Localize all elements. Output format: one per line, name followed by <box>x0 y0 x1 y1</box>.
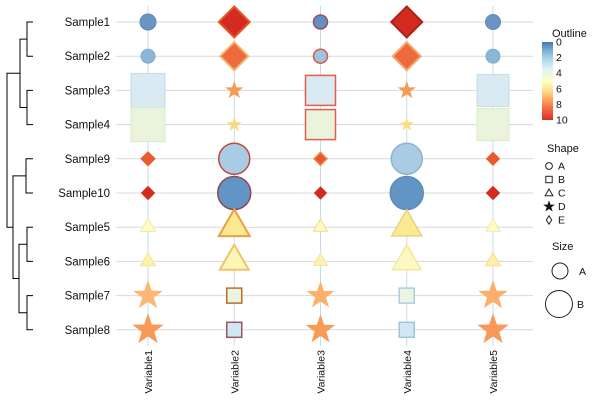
glyph-Sample10-Variable2 <box>217 175 252 211</box>
glyph-Sample2-Variable4 <box>391 40 423 72</box>
outline-tick-label: 0 <box>556 37 562 49</box>
dendrogram-link <box>26 21 33 57</box>
size-legend-circle <box>545 290 573 318</box>
glyph-Sample4-Variable5 <box>476 108 510 142</box>
glyph-Sample1-Variable4 <box>389 5 424 39</box>
glyph-Sample1-Variable5 <box>485 14 501 30</box>
glyph-Sample3-Variable4 <box>397 80 416 99</box>
glyph-Sample2-Variable3 <box>312 48 329 64</box>
shape-legend-label: C <box>558 188 566 200</box>
glyph-Sample8-Variable1 <box>132 313 164 344</box>
glyph-Sample2-Variable1 <box>140 48 156 64</box>
sample-label: Sample6 <box>65 256 110 268</box>
glyph-Sample5-Variable4 <box>390 208 424 237</box>
shape-legend-label: E <box>558 215 565 227</box>
variable-label: Variable4 <box>402 350 414 394</box>
glyph-Sample5-Variable1 <box>139 217 157 232</box>
diamond-icon <box>545 214 553 226</box>
glyph-Sample6-Variable1 <box>139 251 157 267</box>
glyph-Sample8-Variable3 <box>305 314 336 343</box>
glyph-Sample2-Variable5 <box>485 48 501 64</box>
glyph-Sample5-Variable3 <box>312 218 329 232</box>
glyph-Sample7-Variable3 <box>306 281 335 308</box>
glyph-Sample6-Variable2 <box>218 242 251 271</box>
size-legend-title: Size <box>552 241 573 253</box>
glyph-Sample4-Variable1 <box>130 107 166 143</box>
outline-tick-label: 4 <box>556 68 562 80</box>
sample-label: Sample7 <box>65 291 110 303</box>
outline-legend-title: Outline <box>552 28 587 40</box>
sample-label: Sample2 <box>65 51 110 63</box>
sample-label: Sample1 <box>65 17 110 29</box>
shape-legend-label: A <box>558 161 565 173</box>
outline-tick-label: 10 <box>556 115 568 127</box>
glyph-Sample10-Variable5 <box>485 185 501 201</box>
sample-label: Sample5 <box>65 222 110 234</box>
variable-label: Variable1 <box>143 350 155 394</box>
glyph-Sample6-Variable3 <box>312 252 329 266</box>
outline-colorbar <box>542 42 553 120</box>
outline-tick-label: 8 <box>556 99 562 111</box>
glyph-Sample8-Variable2 <box>226 321 243 339</box>
glyph-Sample6-Variable5 <box>484 251 502 267</box>
glyph-Sample3-Variable1 <box>130 72 166 108</box>
dendrogram-link <box>25 158 33 194</box>
variable-label: Variable5 <box>488 350 500 394</box>
sample-label: Sample9 <box>65 154 110 166</box>
glyph-Sample7-Variable5 <box>478 280 508 309</box>
shape-legend-label: B <box>558 174 565 186</box>
glyph-Sample10-Variable3 <box>313 186 328 200</box>
glyph-Sample4-Variable4 <box>399 117 415 131</box>
dendrogram-link <box>6 72 20 228</box>
glyph-Sample3-Variable3 <box>304 74 337 107</box>
glyph-Sample5-Variable2 <box>217 207 252 238</box>
sample-label: Sample10 <box>58 188 110 200</box>
glyph-Sample5-Variable5 <box>485 218 501 232</box>
dendrogram-link <box>26 89 33 126</box>
glyph-Sample7-Variable4 <box>398 287 415 304</box>
dendrogram-link <box>26 226 33 262</box>
glyph-Sample6-Variable4 <box>390 243 423 271</box>
sample-label: Sample3 <box>65 85 110 97</box>
glyph-Sample7-Variable1 <box>133 280 163 309</box>
glyph-Sample10-Variable1 <box>140 185 156 201</box>
glyph-Sample10-Variable4 <box>389 175 424 211</box>
variable-label: Variable2 <box>229 350 241 394</box>
glyph-Sample2-Variable2 <box>218 40 250 72</box>
sample-label: Sample8 <box>65 325 110 337</box>
glyph-Sample4-Variable2 <box>226 116 242 132</box>
glyph-Sample3-Variable5 <box>476 73 510 107</box>
glyph-Sample9-Variable1 <box>140 151 156 167</box>
glyph-Sample1-Variable1 <box>139 13 157 31</box>
glyph-Sample8-Variable4 <box>398 321 415 339</box>
glyph-Sample4-Variable3 <box>304 108 337 141</box>
glyph-Sample9-Variable4 <box>390 142 423 176</box>
shape-legend-label: D <box>558 201 566 213</box>
circle-icon <box>545 162 553 170</box>
glyph-Sample9-Variable2 <box>218 142 251 176</box>
glyph-Sample3-Variable2 <box>225 80 244 99</box>
glyph-Sample1-Variable3 <box>312 14 329 30</box>
size-legend-circle <box>551 262 569 280</box>
outline-tick-label: 2 <box>556 52 562 64</box>
sample-label: Sample4 <box>65 120 111 132</box>
shape-legend-title: Shape <box>547 143 579 155</box>
glyph-Sample8-Variable5 <box>477 313 509 344</box>
dendrogram-link <box>26 295 33 331</box>
size-legend-label: B <box>577 299 584 311</box>
outline-tick-label: 6 <box>556 83 562 95</box>
variable-label: Variable3 <box>316 350 328 394</box>
glyph-Sample1-Variable2 <box>217 5 252 39</box>
glyph-Sample9-Variable5 <box>485 151 501 167</box>
size-legend-label: A <box>579 266 586 278</box>
dendrogram-link <box>18 243 27 314</box>
glyph-Sample7-Variable2 <box>226 287 243 304</box>
dendrogram-link <box>19 38 27 108</box>
triangle-icon <box>544 187 554 197</box>
square-icon <box>545 175 553 184</box>
star-icon <box>543 200 555 212</box>
glyph-Sample9-Variable3 <box>312 151 329 167</box>
